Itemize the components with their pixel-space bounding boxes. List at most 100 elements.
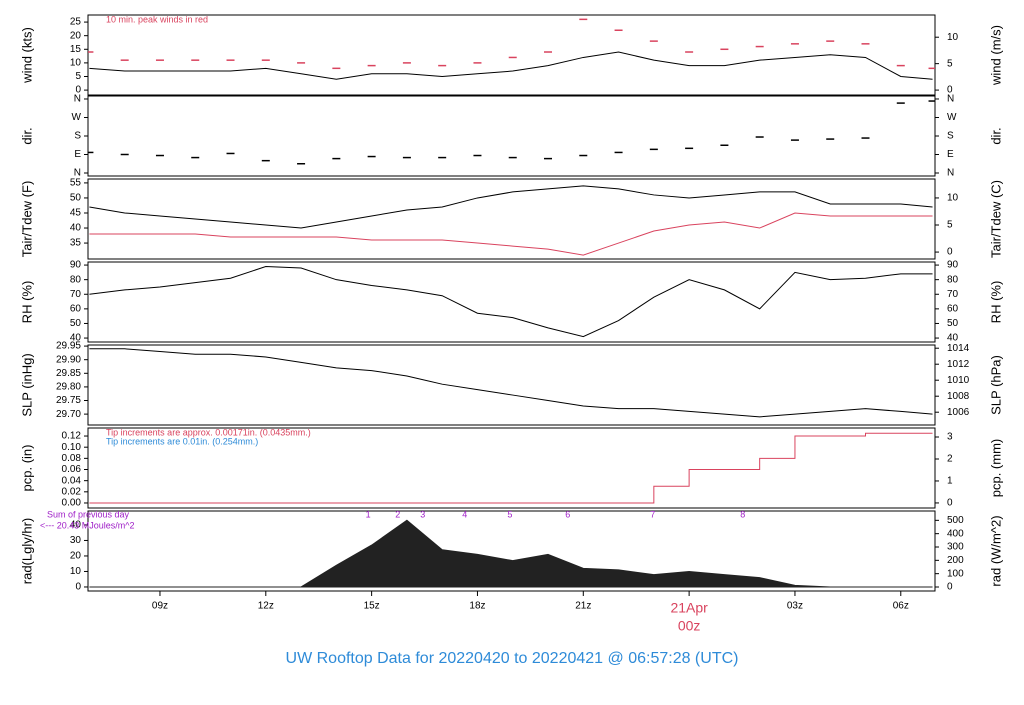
y-axis-label: dir. <box>19 127 34 144</box>
y-tick-label: 40 <box>70 520 82 531</box>
y-axis-label: wind (kts) <box>19 27 34 84</box>
y2-tick-label: 400 <box>947 528 964 539</box>
y-tick-label: 29.70 <box>56 409 81 420</box>
y2-tick-label: 90 <box>947 260 959 271</box>
y-tick-label: 5 <box>75 71 81 82</box>
hour-marker: 2 <box>395 509 400 519</box>
hour-marker: 8 <box>740 509 745 519</box>
y-tick-label: E <box>74 149 81 160</box>
data-line <box>89 51 933 80</box>
y-tick-label: 20 <box>70 30 82 41</box>
annotation: Tip increments are 0.01in. (0.254mm.) <box>106 436 258 446</box>
y-tick-label: 35 <box>70 238 82 249</box>
panel-frame <box>87 95 936 177</box>
hour-marker: 5 <box>507 509 512 519</box>
y2-tick-label: N <box>947 94 954 105</box>
annotation: Tip increments are approx. 0.00171in. (0… <box>106 427 311 437</box>
y-axis-label: pcp. (in) <box>19 445 34 492</box>
y2-tick-label: 0 <box>947 582 953 593</box>
hour-marker: 1 <box>366 509 371 519</box>
y2-tick-label: 1012 <box>947 359 970 370</box>
y2-tick-label: 1010 <box>947 375 970 386</box>
plot-area <box>89 432 933 504</box>
y-tick-label: 10 <box>70 566 82 577</box>
y-tick-label: 45 <box>70 208 82 219</box>
plot-area <box>89 185 933 256</box>
y2-tick-label: 1 <box>947 476 953 487</box>
y2-tick-label: E <box>947 149 954 160</box>
y2-tick-label: 200 <box>947 555 964 566</box>
chart-title: UW Rooftop Data for 20220420 to 20220421… <box>286 650 739 667</box>
y2-tick-label: 100 <box>947 568 964 579</box>
y2-tick-label: 500 <box>947 515 964 526</box>
y2-tick-label: 0 <box>947 498 953 509</box>
panel-frame <box>87 178 936 260</box>
y2-axis-label: wind (m/s) <box>988 25 1003 86</box>
y2-tick-label: 3 <box>947 432 953 443</box>
y-tick-label: 0.02 <box>62 486 82 497</box>
y2-tick-label: 80 <box>947 274 959 285</box>
y-tick-label: 0.12 <box>62 431 82 442</box>
panel-frame <box>87 427 936 509</box>
y2-tick-label: 70 <box>947 289 959 300</box>
x-tick-label: 00z <box>678 618 701 634</box>
panel-frame <box>87 261 936 343</box>
x-tick-label: 18z <box>469 601 485 612</box>
y-tick-label: 0 <box>75 85 81 96</box>
y-tick-label: 0.08 <box>62 453 82 464</box>
plot-area <box>88 100 935 165</box>
x-tick-label: 06z <box>893 601 909 612</box>
plot-area <box>89 266 933 338</box>
y2-tick-label: 10 <box>947 32 959 43</box>
y2-tick-label: 300 <box>947 542 964 553</box>
y2-tick-label: 5 <box>947 220 953 231</box>
y-tick-label: 29.95 <box>56 341 81 352</box>
panel-frame <box>87 344 936 426</box>
y-axis-label: RH (%) <box>19 281 34 324</box>
panel-frame <box>87 510 936 592</box>
x-tick-label: 03z <box>787 601 803 612</box>
y-tick-label: 50 <box>70 193 82 204</box>
y-tick-label: N <box>74 94 81 105</box>
y-tick-label: 29.80 <box>56 382 81 393</box>
y-tick-label: 29.75 <box>56 395 81 406</box>
hour-marker: 7 <box>650 509 655 519</box>
day-sum-note: Sum of previous day <box>47 509 130 519</box>
day-sum-note: <--- 20.43 MJoules/m^2 <box>40 520 135 530</box>
y-tick-label: 20 <box>70 551 82 562</box>
y2-tick-label: N <box>947 168 954 179</box>
y2-tick-label: 40 <box>947 333 959 344</box>
y2-tick-label: 5 <box>947 58 953 69</box>
y-tick-label: 10 <box>70 58 82 69</box>
annotation: 10 min. peak winds in red <box>106 14 208 24</box>
y-axis-label: SLP (inHg) <box>19 353 34 416</box>
y-tick-label: 15 <box>70 44 82 55</box>
y-tick-label: 50 <box>70 318 82 329</box>
y-tick-label: N <box>74 168 81 179</box>
y2-tick-label: 2 <box>947 454 953 465</box>
data-line <box>89 212 933 256</box>
y-tick-label: 90 <box>70 260 82 271</box>
y-tick-label: 40 <box>70 223 82 234</box>
y-tick-label: 0.10 <box>62 442 82 453</box>
data-area <box>89 519 933 588</box>
data-line <box>89 432 933 504</box>
y-tick-label: 29.90 <box>56 354 81 365</box>
y-tick-label: S <box>74 131 81 142</box>
plot-area <box>88 18 935 80</box>
x-tick-label: 09z <box>152 601 168 612</box>
hour-marker: 6 <box>565 509 570 519</box>
x-date-label: 21Apr <box>670 600 708 616</box>
y2-tick-label: 1006 <box>947 407 970 418</box>
x-tick-label: 12z <box>258 601 274 612</box>
y2-tick-label: 1008 <box>947 391 970 402</box>
y2-axis-label: pcp. (mm) <box>988 439 1003 498</box>
y-tick-label: 0.06 <box>62 464 82 475</box>
y-tick-label: 30 <box>70 535 82 546</box>
y2-tick-label: 1014 <box>947 343 970 354</box>
x-tick-label: 21z <box>575 601 591 612</box>
y2-tick-label: S <box>947 131 954 142</box>
y2-axis-label: RH (%) <box>988 281 1003 324</box>
y-tick-label: 70 <box>70 289 82 300</box>
